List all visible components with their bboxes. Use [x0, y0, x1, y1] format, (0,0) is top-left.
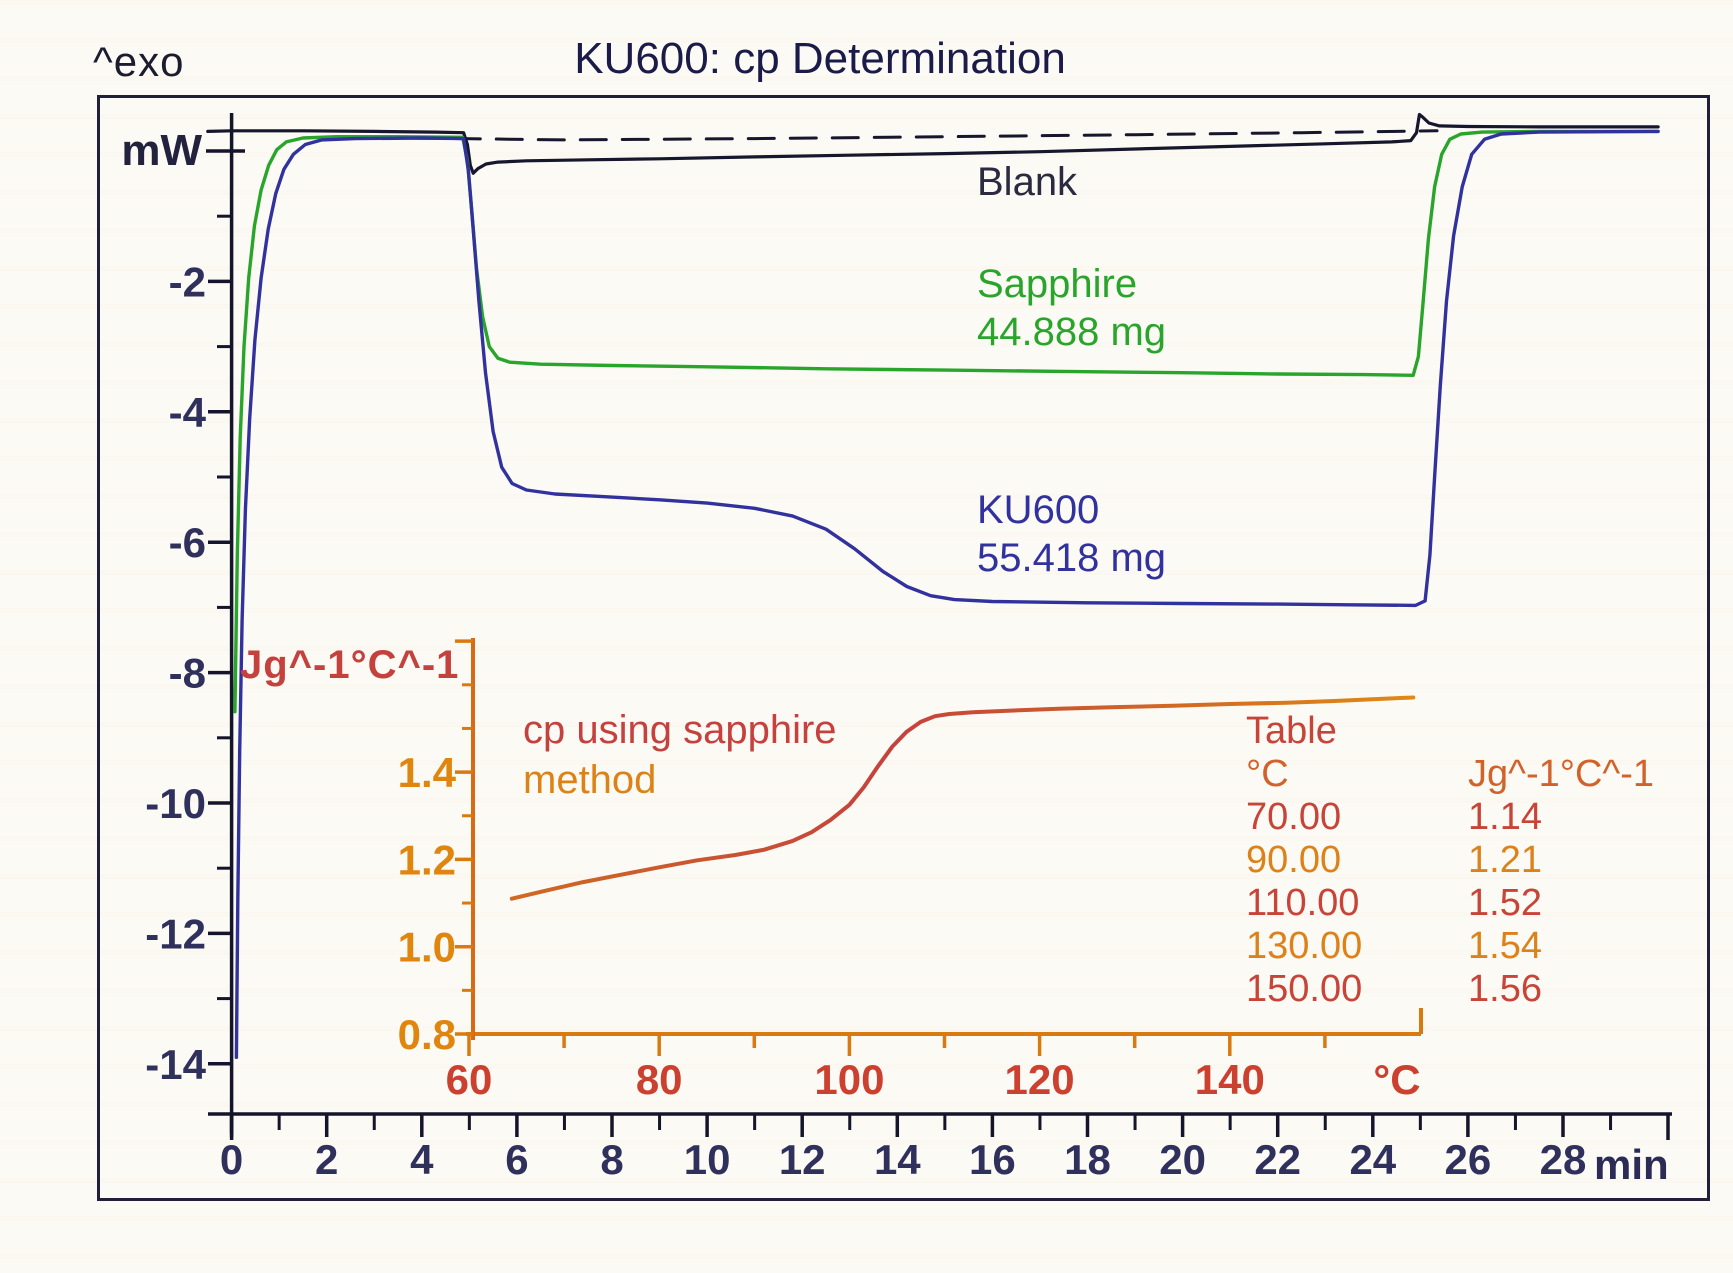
table-body: 70.00 1.14 90.00 1.21 110.00 1.52 130.00 1.54 15…	[1246, 796, 1542, 1011]
table-cell-temp: 130.00	[1246, 925, 1363, 967]
inset-x-tick-label: 60	[446, 1056, 493, 1103]
inset-x-tick-label: 120	[1005, 1056, 1075, 1103]
cp-results-table: Table °C Jg^-1°C^-1 70.00 1.14 90.00 1.21 11…	[1246, 710, 1654, 1011]
main-x-tick-label: 16	[969, 1136, 1016, 1183]
main-y-tick-label: -4	[169, 389, 207, 436]
main-y-tick-label: -10	[145, 780, 206, 827]
curve-sapphire	[233, 129, 1660, 714]
curve-blank	[206, 112, 1660, 175]
table-cell-temp: 110.00	[1246, 882, 1360, 924]
plot-frame	[97, 95, 1710, 1201]
table-header-row: °C Jg^-1°C^-1	[1246, 753, 1654, 796]
table-header-cp: Jg^-1°C^-1	[1468, 753, 1655, 795]
main-x-tick-label: 20	[1159, 1136, 1206, 1183]
inset-y-tick-label: 1.2	[398, 836, 456, 883]
table-row: 110.00 1.52	[1246, 882, 1542, 925]
inset-y-tick-label: 1.4	[398, 749, 457, 796]
main-y-tick-label: -6	[169, 519, 206, 566]
cp-method-annotation-line2: method	[523, 758, 657, 802]
table-cell-cp: 1.56	[1468, 968, 1542, 1010]
main-x-tick-label: 26	[1445, 1136, 1492, 1183]
table-cell-temp: 70.00	[1246, 796, 1342, 838]
main-y-tick-label: -2	[169, 258, 206, 305]
cp-method-annotation-line1: cp using sapphire	[523, 708, 837, 752]
main-x-tick-label: 18	[1064, 1136, 1111, 1183]
table-header-temp: °C	[1246, 753, 1289, 795]
curve-ku600	[234, 129, 1660, 1060]
inset-x-tick-label: 80	[636, 1056, 683, 1103]
ku600-mass: 55.418 mg	[977, 536, 1167, 580]
main-x-tick-label: 28	[1540, 1136, 1587, 1183]
blank-curve-label: Blank	[977, 160, 1078, 204]
exo-direction-label: ^exo	[93, 38, 185, 85]
main-x-tick-label: 6	[505, 1136, 528, 1183]
table-cell-temp: 90.00	[1246, 839, 1342, 881]
main-y-tick-label: -12	[145, 910, 206, 957]
table-cell-cp: 1.52	[1468, 882, 1542, 924]
ku600-name: KU600	[977, 488, 1100, 532]
main-x-tick-label: 10	[684, 1136, 731, 1183]
main-x-tick-label: 2	[315, 1136, 338, 1183]
inset-y-tick-label: 1.0	[398, 924, 456, 971]
table-cell-cp: 1.21	[1468, 839, 1542, 881]
main-x-tick-label: 14	[874, 1136, 921, 1183]
table-cell-temp: 150.00	[1246, 968, 1363, 1010]
curve-cp-sapphire-method	[509, 695, 1416, 901]
table-title: Table	[1246, 710, 1337, 752]
table-row: 70.00 1.14	[1246, 796, 1542, 839]
table-row: 90.00 1.21	[1246, 839, 1542, 882]
curve-baseline-extrapolated-	[410, 129, 1439, 142]
main-x-tick-label: 8	[600, 1136, 623, 1183]
main-x-tick-label: 4	[410, 1136, 434, 1183]
main-y-tick-label: -8	[169, 650, 206, 697]
sapphire-name: Sapphire	[977, 262, 1138, 306]
table-cell-cp: 1.14	[1468, 796, 1542, 838]
table-cell-cp: 1.54	[1468, 925, 1542, 967]
inset-x-tick-label: 100	[814, 1056, 884, 1103]
table-row: 130.00 1.54	[1246, 925, 1542, 968]
inset-x-unit-label: °C	[1373, 1056, 1420, 1103]
sapphire-curve-label: Sapphire 44.888 mg	[977, 260, 1166, 356]
main-x-tick-label: 0	[220, 1136, 243, 1183]
inset-y-tick-label: 0.8	[398, 1011, 456, 1058]
table-row: 150.00 1.56	[1246, 968, 1542, 1011]
x-axis-unit-label: min	[1594, 1141, 1669, 1188]
ku600-curve-label: KU600 55.418 mg	[977, 486, 1166, 582]
y-axis-unit-label: mW	[121, 126, 202, 175]
main-x-tick-label: 12	[779, 1136, 826, 1183]
chart-title: KU600: cp Determination	[574, 34, 1066, 83]
sapphire-mass: 44.888 mg	[977, 310, 1167, 354]
main-y-tick-label: -14	[145, 1041, 206, 1088]
inset-x-tick-label: 140	[1195, 1056, 1265, 1103]
main-x-tick-label: 22	[1254, 1136, 1301, 1183]
main-x-tick-label: 24	[1349, 1136, 1396, 1183]
inset-y-axis-label: Jg^-1°C^-1	[240, 643, 460, 687]
